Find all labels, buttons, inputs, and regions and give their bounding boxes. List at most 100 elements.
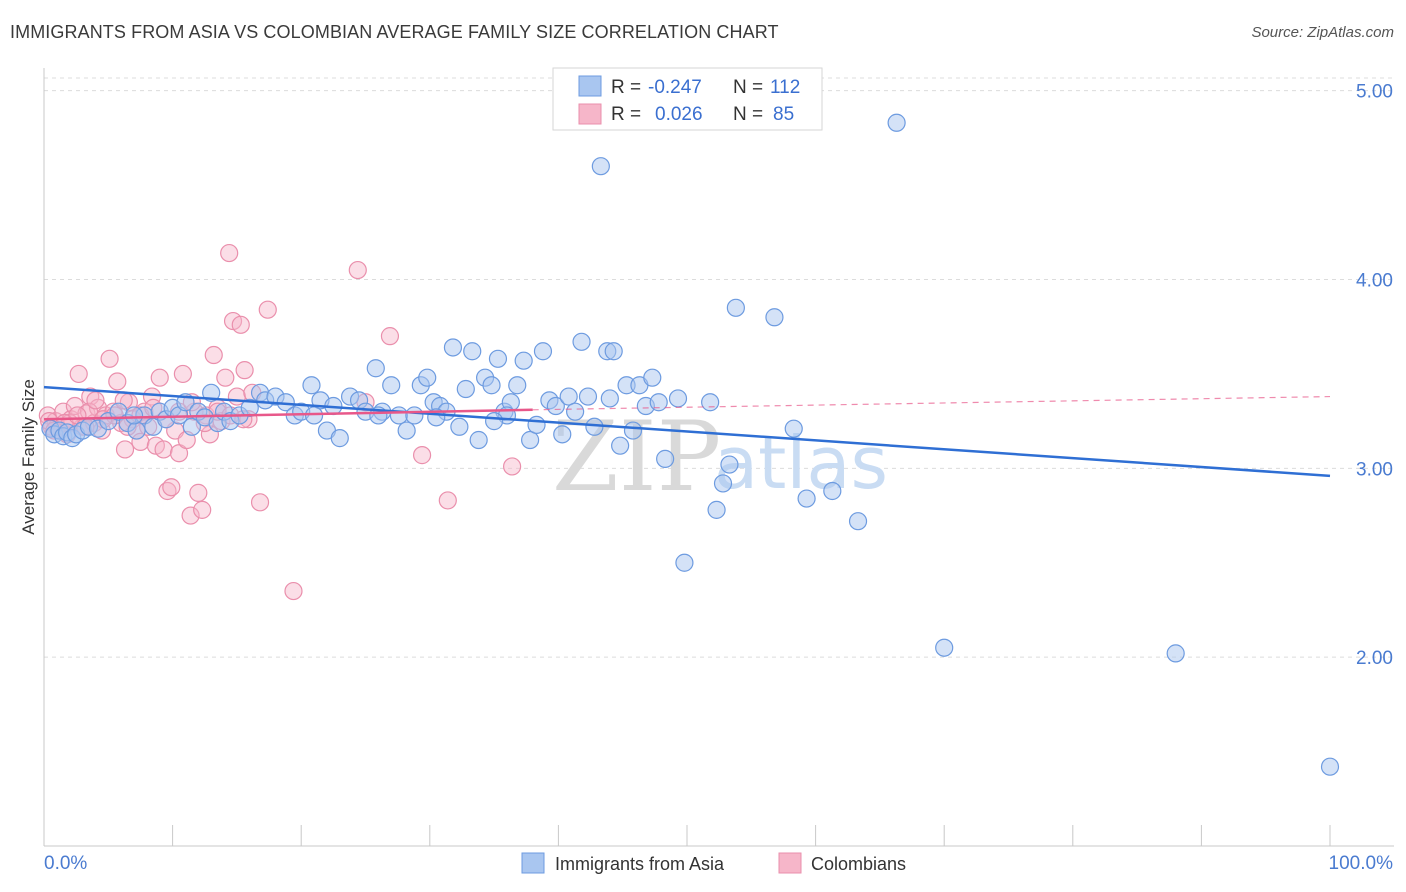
watermark-zip: ZIP (552, 401, 721, 513)
colombians-point (154, 440, 173, 459)
asia-trend-line (43, 385, 1331, 478)
x-tick-label-max: 100.0% (1329, 853, 1394, 874)
asia-point (707, 500, 726, 519)
asia-point (521, 430, 540, 450)
legend-swatch-colombians (578, 103, 602, 125)
asia-point (559, 387, 578, 406)
colombians-point (220, 243, 239, 263)
asia-point (546, 396, 565, 416)
asia-point (823, 481, 842, 501)
legend-n-label-asia: N = (733, 77, 763, 98)
asia-point (566, 402, 585, 421)
series-legend: Immigrants from Asia Colombians (521, 852, 906, 874)
colombians-point (115, 440, 135, 459)
asia-point (578, 387, 598, 406)
stats-legend: R = -0.247 N = 112 R = 0.026 N = 85 (552, 67, 823, 131)
bottom-legend-label-asia: Immigrants from Asia (555, 854, 725, 874)
chart-title: IMMIGRANTS FROM ASIA VS COLOMBIAN AVERAG… (10, 22, 779, 42)
asia-point (124, 406, 144, 425)
asia-point (488, 349, 508, 368)
bottom-legend-swatch-colombians (778, 852, 802, 874)
asia-point (643, 368, 662, 387)
asia-point (397, 421, 416, 440)
asia-point (405, 406, 424, 425)
asia-point (585, 417, 604, 436)
asia-point (527, 415, 546, 434)
legend-r-label-asia: R = (611, 77, 641, 98)
asia-point (726, 298, 745, 317)
asia-point (508, 376, 527, 395)
legend-r-label-colombians: R = (611, 104, 641, 125)
asia-point (533, 342, 553, 361)
asia-point (675, 553, 694, 572)
series-immigrants-from-asia (41, 113, 1340, 776)
asia-point (514, 351, 533, 370)
colombians-point (86, 391, 105, 410)
colombians-point (162, 478, 181, 497)
y-tick-label: 4.00 (1356, 270, 1393, 291)
legend-n-value-asia: 112 (770, 77, 800, 98)
asia-point (611, 436, 630, 455)
colombians-point (348, 260, 367, 280)
asia-point (382, 376, 401, 395)
asia-point (366, 359, 385, 378)
axes (43, 68, 1394, 847)
colombians-point (150, 368, 169, 387)
asia-point (443, 338, 463, 357)
colombians-point (173, 364, 192, 384)
asia-point (848, 512, 868, 531)
asia-point (418, 368, 437, 387)
y-tick-labels: 2.00 3.00 4.00 5.00 (1356, 82, 1393, 670)
asia-point (713, 474, 733, 493)
asia-point (1166, 644, 1185, 663)
legend-r-value-asia: -0.247 (648, 77, 702, 98)
asia-point (1320, 757, 1340, 776)
legend-n-value-colombians: 85 (773, 104, 794, 125)
source-credit: Source: ZipAtlas.com (1251, 24, 1394, 41)
asia-point (553, 425, 572, 444)
asia-point (202, 383, 221, 402)
colombians-point (235, 361, 254, 380)
asia-point (389, 406, 409, 425)
asia-point (482, 376, 501, 395)
asia-point (456, 379, 475, 399)
asia-point (469, 430, 488, 450)
colombians-point (108, 372, 127, 391)
colombians-point (193, 500, 212, 519)
asia-point (656, 449, 675, 468)
asia-point (591, 157, 610, 176)
colombians-trend-line (43, 408, 533, 421)
asia-point (649, 393, 668, 412)
legend-swatch-asia (578, 75, 602, 97)
asia-point (127, 421, 146, 440)
bottom-legend-swatch-asia (521, 852, 545, 874)
colombians-point (412, 446, 432, 465)
y-tick-label: 3.00 (1356, 459, 1393, 480)
colombians-point (231, 315, 250, 334)
asia-point (668, 389, 688, 408)
asia-point (304, 406, 324, 425)
colombians-trend-line-dashed (532, 395, 1331, 411)
colombians-point (258, 300, 277, 319)
colombians-point (380, 327, 400, 346)
bottom-legend-label-colombians: Colombians (811, 854, 906, 874)
colombians-point (216, 368, 235, 387)
asia-point (720, 455, 739, 474)
asia-point (572, 332, 591, 351)
colombians-point (284, 581, 303, 601)
colombians-point (189, 483, 208, 502)
asia-point (604, 342, 623, 361)
colombians-point (503, 457, 522, 476)
asia-point (600, 389, 619, 408)
x-tick-label-min: 0.0% (44, 853, 87, 874)
asia-point (450, 417, 469, 436)
y-tick-label: 2.00 (1356, 648, 1393, 669)
asia-point (784, 419, 803, 438)
y-tick-label: 5.00 (1356, 82, 1393, 103)
asia-point (463, 342, 482, 361)
y-axis-label: Average Family Size (19, 379, 38, 535)
asia-point (797, 489, 816, 508)
asia-point (302, 376, 321, 395)
colombians-point (250, 493, 270, 512)
